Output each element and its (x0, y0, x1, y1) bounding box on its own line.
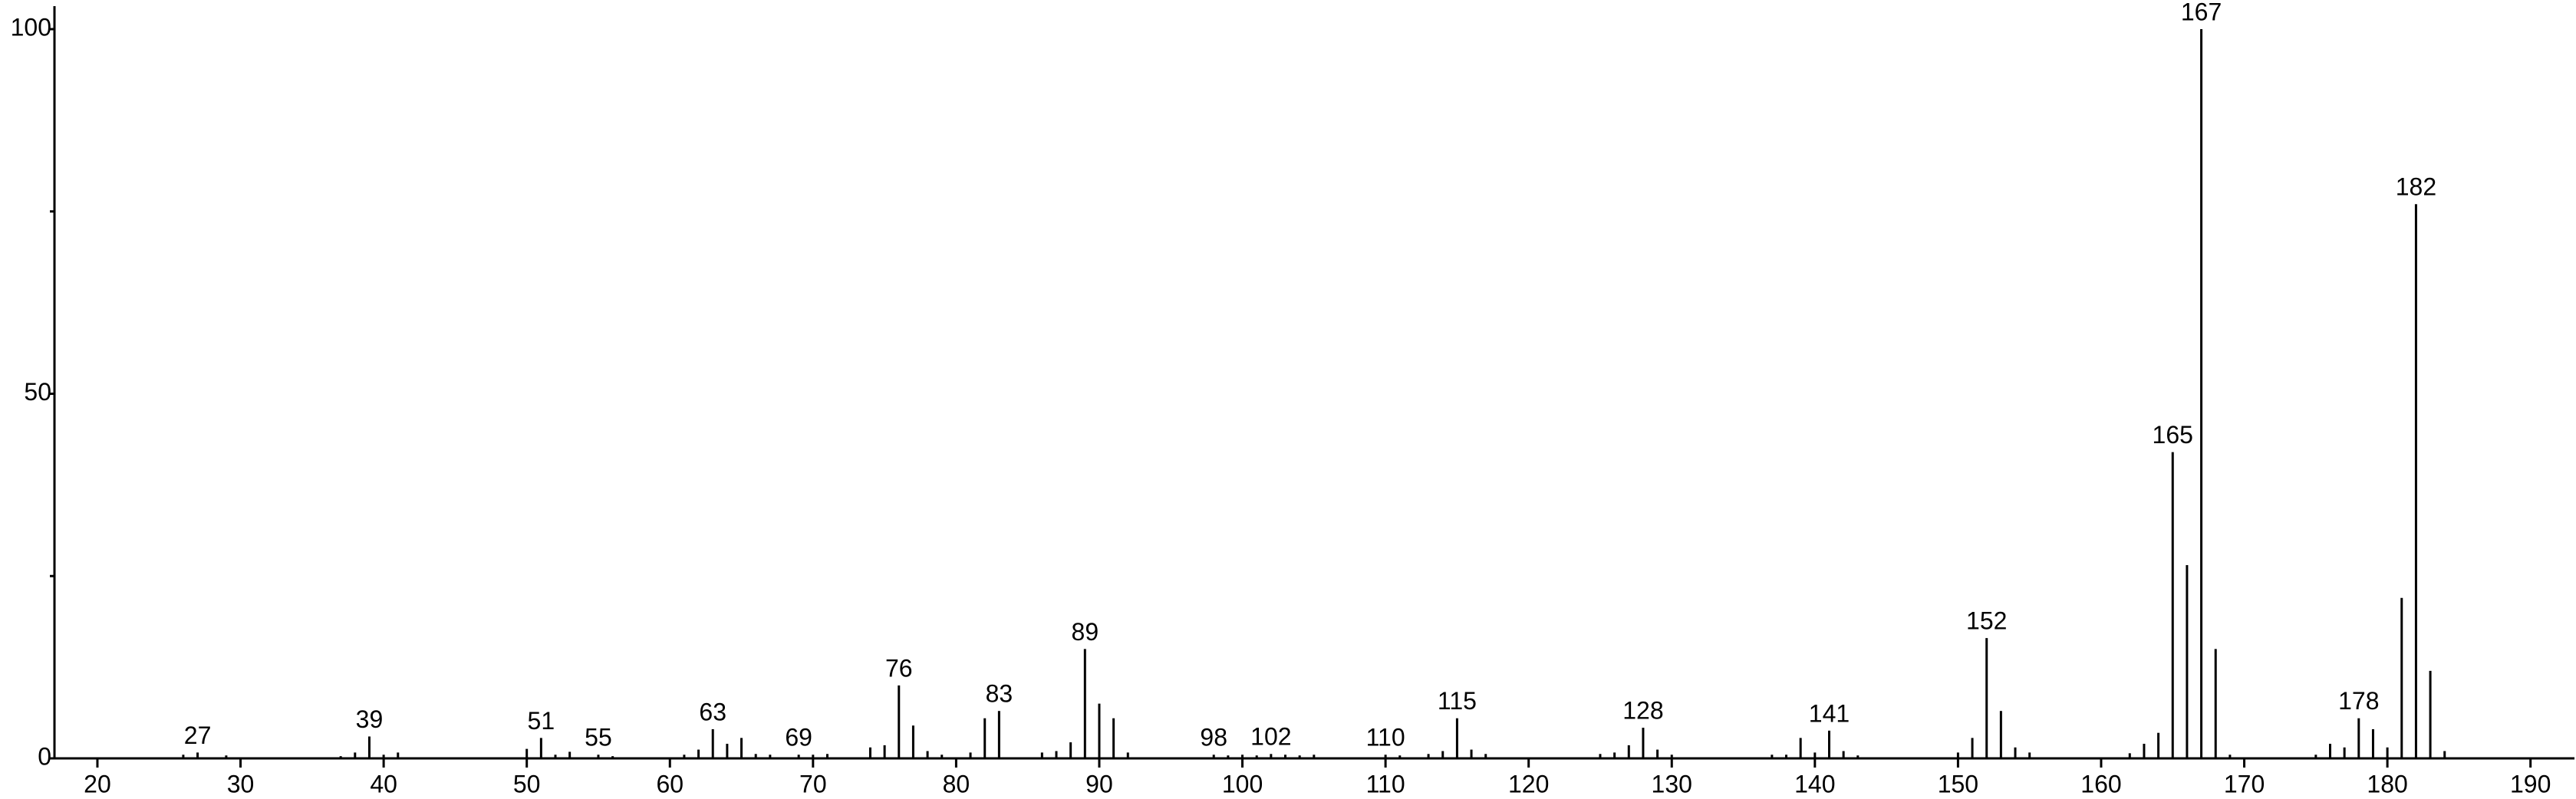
peak-label: 182 (2396, 173, 2436, 201)
x-tick-label: 150 (1938, 770, 1978, 797)
peak-label: 128 (1622, 697, 1663, 725)
peak-label: 55 (585, 724, 612, 751)
x-tick-label: 80 (943, 770, 970, 797)
peak-label: 76 (885, 654, 913, 682)
peak-label: 98 (1200, 724, 1227, 751)
x-tick-label: 50 (513, 770, 541, 797)
x-tick-label: 60 (656, 770, 684, 797)
x-tick-label: 90 (1085, 770, 1113, 797)
x-tick-label: 140 (1794, 770, 1835, 797)
peak-label: 83 (986, 680, 1013, 708)
peak-label: 69 (785, 724, 812, 751)
peak-label: 115 (1438, 687, 1477, 715)
peak-label: 152 (1966, 607, 2007, 635)
x-tick-label: 160 (2080, 770, 2121, 797)
peak-label: 110 (1366, 724, 1405, 751)
peak-label: 51 (528, 707, 555, 735)
x-tick-label: 20 (84, 770, 111, 797)
peak-label: 167 (2181, 0, 2222, 25)
y-tick-label: 100 (11, 13, 51, 41)
y-tick-label: 0 (38, 742, 51, 770)
x-tick-label: 30 (227, 770, 255, 797)
peak-label: 141 (1809, 699, 1850, 727)
peak-label: 89 (1072, 618, 1099, 646)
peak-label: 165 (2153, 421, 2193, 449)
x-tick-label: 170 (2224, 770, 2265, 797)
x-tick-label: 110 (1366, 770, 1405, 797)
peak-label: 178 (2338, 687, 2379, 715)
peak-label: 102 (1250, 723, 1291, 751)
y-tick-label: 50 (24, 378, 51, 406)
x-tick-label: 130 (1652, 770, 1692, 797)
x-tick-label: 40 (370, 770, 397, 797)
peak-label: 39 (356, 705, 384, 733)
x-tick-label: 70 (799, 770, 827, 797)
x-tick-label: 190 (2510, 770, 2551, 797)
peak-label: 27 (184, 722, 212, 749)
x-tick-label: 180 (2367, 770, 2407, 797)
x-tick-label: 120 (1508, 770, 1549, 797)
peak-label: 63 (699, 698, 726, 725)
x-tick-label: 100 (1222, 770, 1263, 797)
